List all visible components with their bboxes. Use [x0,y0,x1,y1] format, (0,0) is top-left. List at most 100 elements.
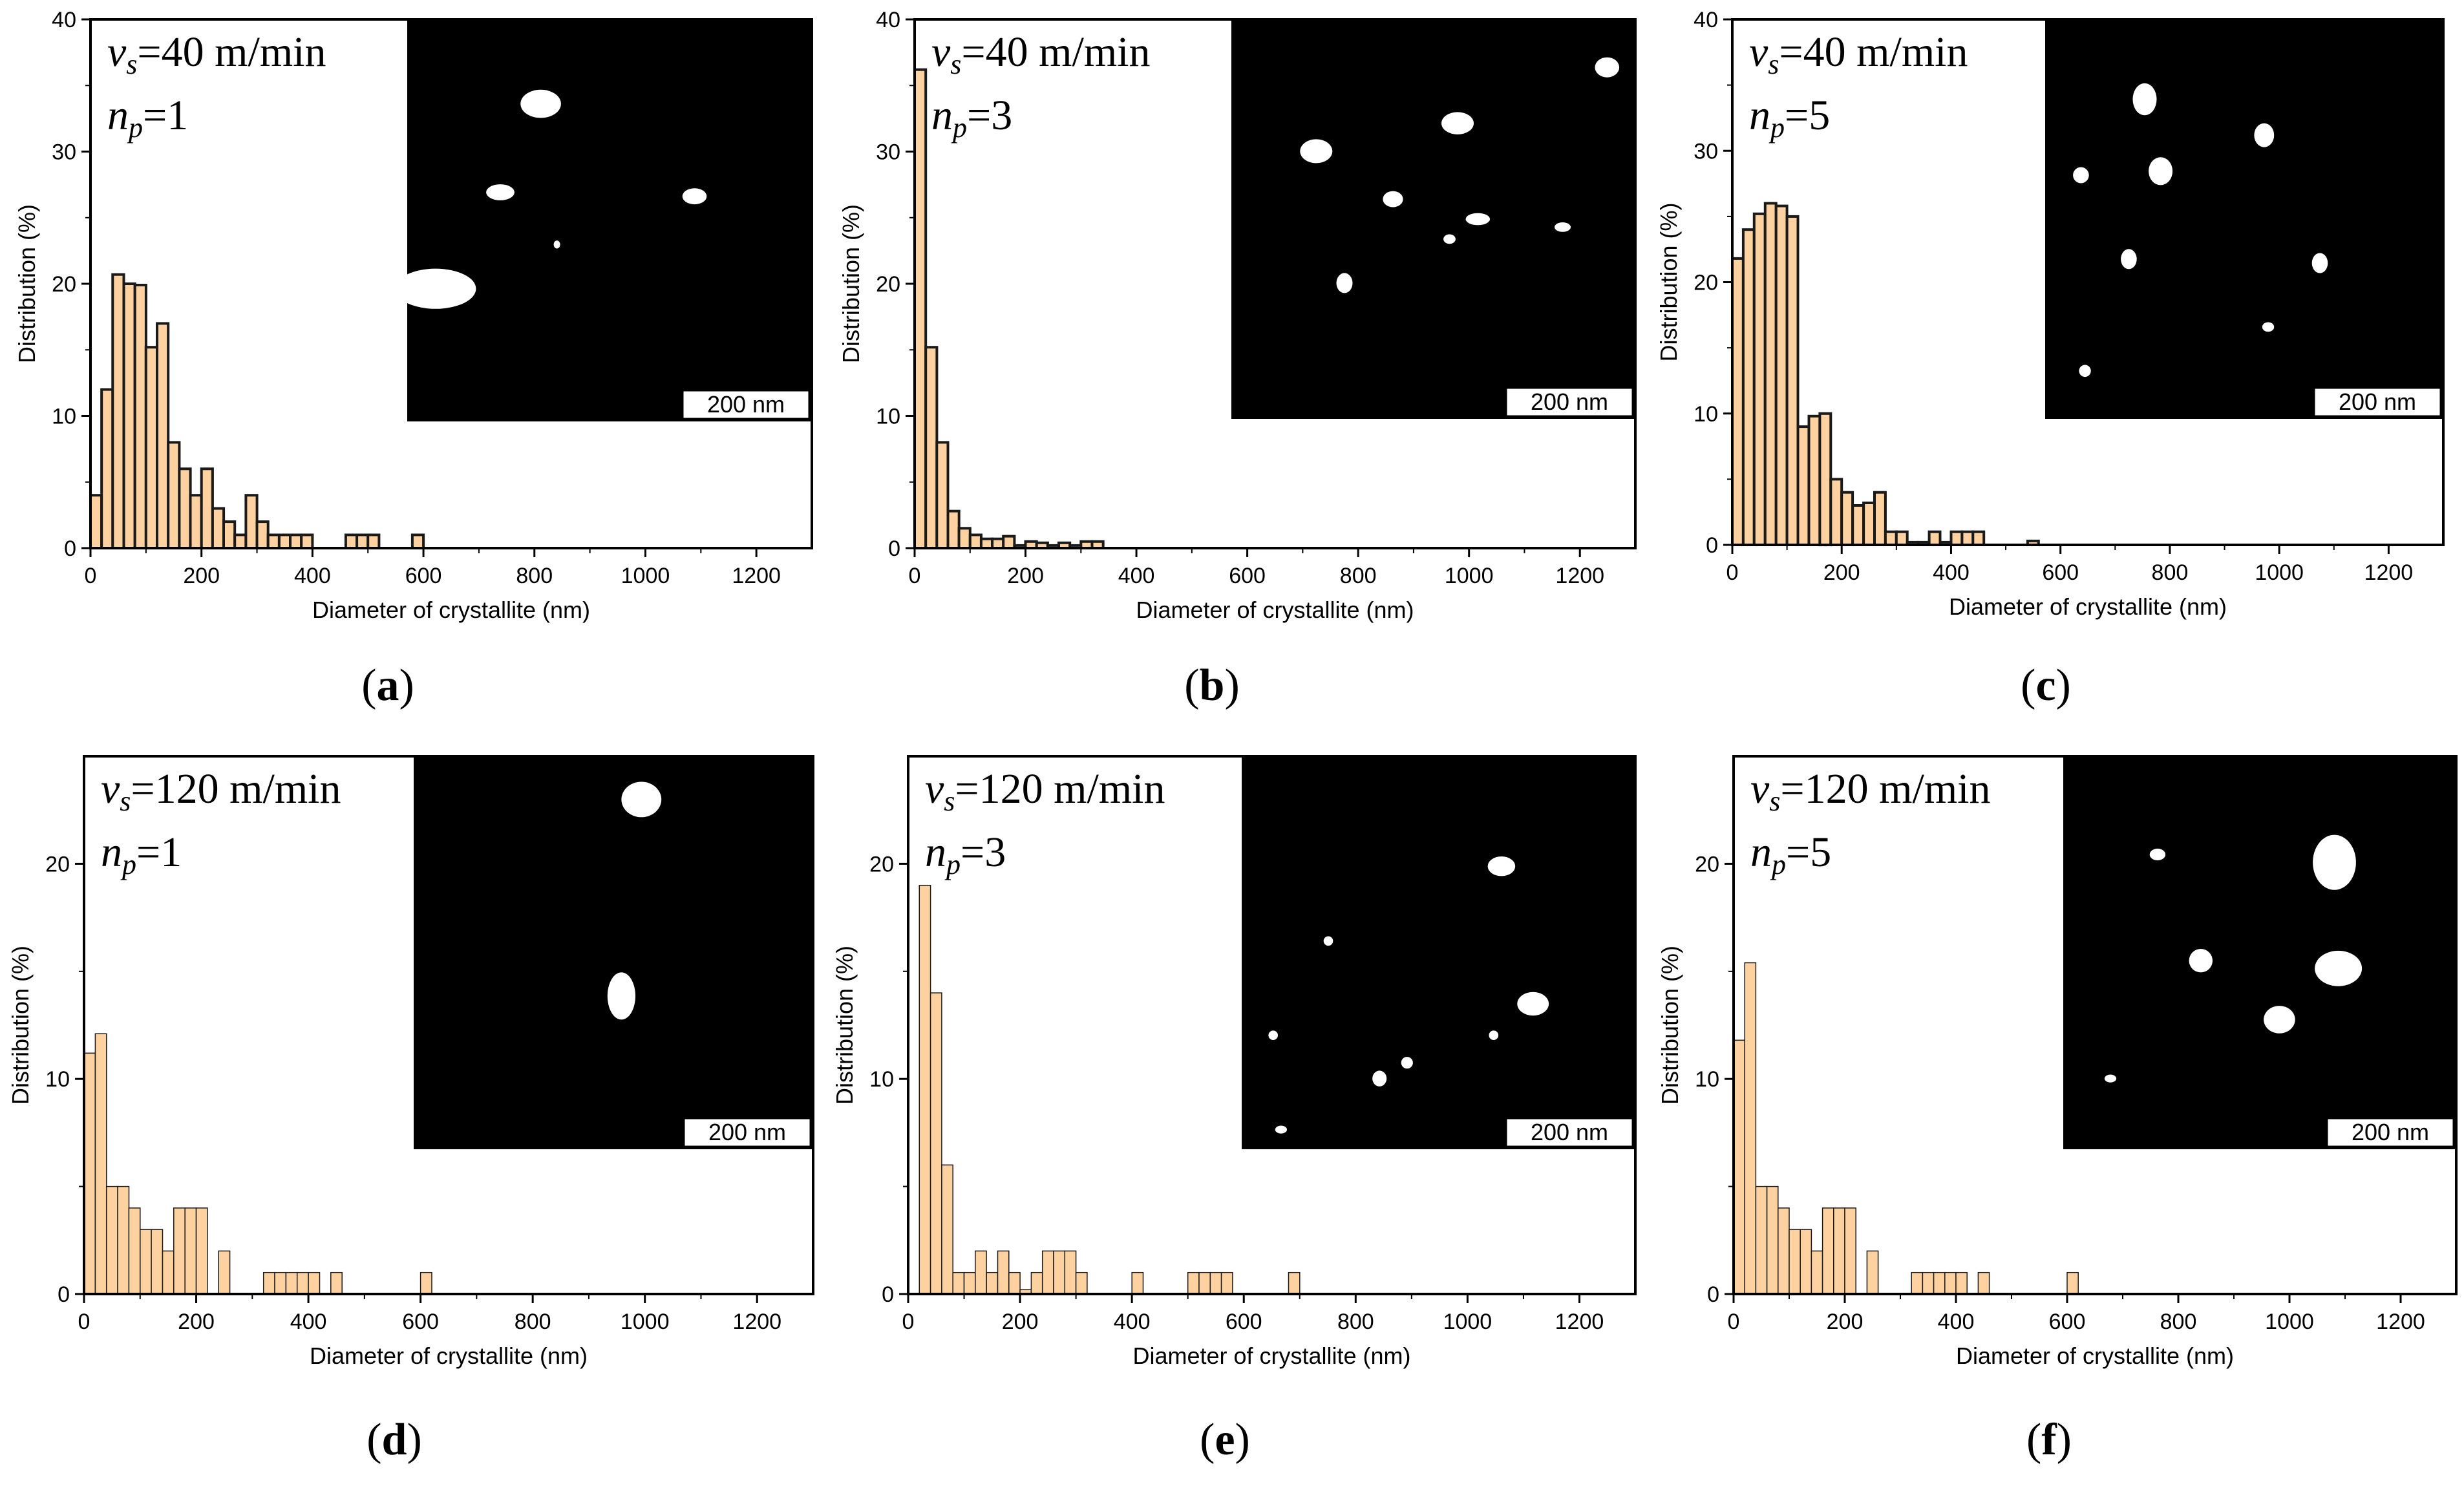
bar [195,1207,208,1295]
x-axis-label: Diameter of crystallite (nm) [1136,597,1414,623]
bar [285,1271,298,1295]
bar [1840,491,1854,547]
x-tick-label: 1000 [621,1310,670,1334]
bar [1960,530,1975,547]
parameter-annotation: vs=120 m/min np=1 [101,765,341,880]
bar [296,1271,309,1295]
bar [111,273,125,549]
crystallite-blob [621,781,662,818]
crystallite-blob [1372,1070,1387,1087]
bar [1928,530,1942,547]
micrograph-background [414,756,813,1149]
bar [211,507,226,549]
bar [968,533,983,549]
bar [1955,1271,1968,1295]
x-tick-label: 600 [1229,564,1266,588]
micrograph-background [2045,19,2443,419]
crystallite-blob [2079,365,2091,377]
bar [1752,212,1767,546]
bar [274,1271,287,1295]
x-tick-label: 1200 [2364,560,2414,585]
y-axis: 0 10 20 30 40 Distribution (%) [838,8,915,561]
x-axis: 0 200 400 600 800 1000 1200 Diameter of crystal… [1728,1294,2425,1369]
bar [1873,491,1887,547]
bar [117,1185,130,1295]
bar [308,1271,321,1295]
parameter-annotation: vs=120 m/min np=5 [1750,765,1991,880]
bar [105,1185,118,1295]
pass-count-label: np=5 [1750,829,1831,880]
scale-bar-label: 200 nm [2339,388,2416,415]
x-axis: 0 200 400 600 800 1000 1200 Diameter of crystal… [1726,545,2414,620]
micrograph-inset: 200 nm [395,19,812,421]
axes-frame [83,755,814,1295]
y-tick-label: 20 [1694,271,1718,295]
y-tick-label: 30 [876,140,900,165]
bar [366,533,381,549]
y-axis-label: Distribution (%) [14,204,40,363]
x-tick-label: 1200 [732,564,781,588]
bar [963,1271,976,1295]
scale-bar [1505,1117,1634,1148]
crystallite-blob [1517,992,1549,1016]
crystallite-blob [1323,936,1333,946]
crystallite-blob [2254,123,2275,147]
bar [1851,504,1865,546]
bar [200,467,214,549]
scale-bar [683,1117,812,1148]
bar [156,322,170,549]
y-axis: 0 10 20 30 40 Distribution (%) [1655,8,1732,558]
y-tick-label: 30 [1694,139,1718,164]
scale-bar-label: 200 nm [707,391,785,418]
bar [1741,228,1756,546]
bar [1778,1207,1790,1295]
bar [952,1271,965,1295]
bar [1977,1271,1990,1295]
crystallite-blob [395,268,476,309]
crystallite-blob [1275,1125,1287,1134]
bar [1774,204,1789,547]
crystallite-blob [1300,139,1333,164]
bar [140,1229,152,1295]
parameter-annotation: vs=40 m/min np=5 [1749,28,1968,143]
micrograph-inset: 200 nm [414,756,813,1149]
y-tick-label: 20 [45,852,70,876]
scale-bar-label: 200 nm [708,1119,786,1145]
y-axis-label: Distribution (%) [1655,202,1682,361]
micrograph-background [2063,756,2456,1149]
crystallite-blob [2264,1006,2295,1034]
bar [991,537,1005,550]
bar [330,1271,343,1295]
x-tick-label: 400 [1933,560,1970,585]
bar [1807,414,1821,546]
x-axis-label: Diameter of crystallite (nm) [1956,1343,2234,1369]
axes-frame [1732,755,2458,1295]
bar [1288,1271,1301,1295]
bar [913,68,928,549]
x-tick-label: 1000 [1443,1310,1492,1334]
x-tick-label: 1200 [1555,564,1604,588]
crystallite-blob [1443,234,1456,244]
y-tick-label: 10 [1694,402,1718,427]
cutting-speed-label: vs=120 m/min [925,765,1165,817]
panel-caption: (b) [1184,661,1240,710]
micrograph-inset: 200 nm [1231,19,1635,419]
crystallite-blob [2121,249,2137,270]
bar [94,1033,107,1295]
crystallite-blob [2073,167,2089,184]
bar [222,520,237,549]
bar [1895,530,1909,547]
y-axis: 0 10 20 Distribution (%) [1657,852,1734,1307]
x-tick-label: 0 [78,1310,90,1334]
y-tick-label: 10 [876,405,900,429]
y-tick-label: 10 [52,405,76,429]
y-tick-label: 10 [45,1067,70,1092]
bar [1064,1250,1077,1295]
crystallite-blob [1383,191,1403,207]
x-tick-label: 200 [1007,564,1044,588]
